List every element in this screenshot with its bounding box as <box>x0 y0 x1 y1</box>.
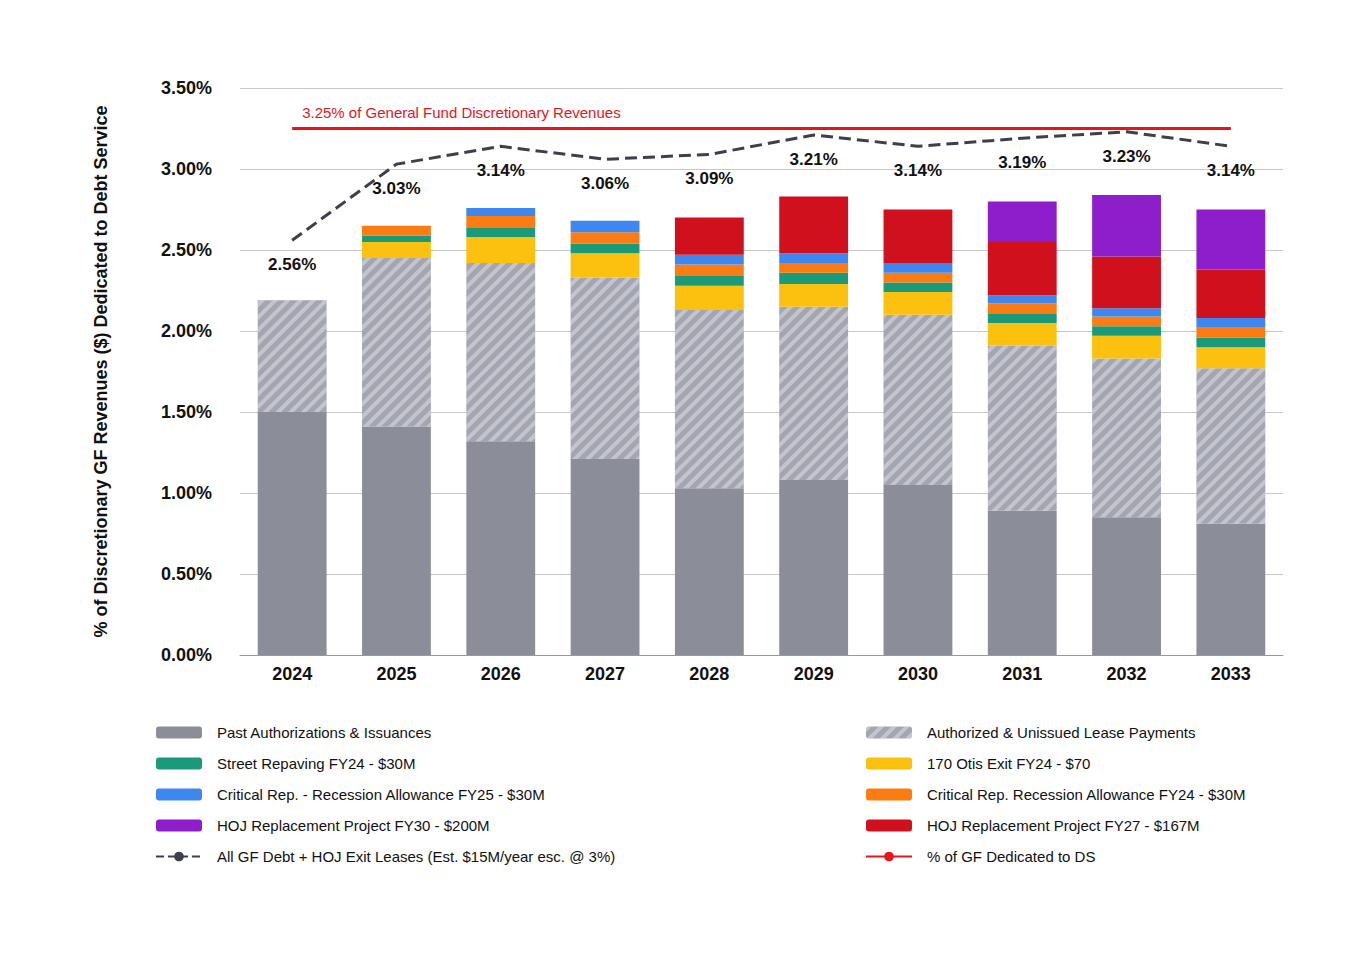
svg-text:2033: 2033 <box>1211 664 1251 684</box>
svg-text:Authorized & Unissued Lease Pa: Authorized & Unissued Lease Payments <box>927 724 1195 741</box>
svg-text:Street Repaving FY24 - $30M: Street Repaving FY24 - $30M <box>217 755 415 772</box>
svg-text:2.00%: 2.00% <box>161 321 212 341</box>
svg-text:3.23%: 3.23% <box>1102 147 1150 166</box>
svg-text:1.00%: 1.00% <box>161 483 212 503</box>
svg-text:0.50%: 0.50% <box>161 564 212 584</box>
svg-text:Critical Rep. - Recession Allo: Critical Rep. - Recession Allowance FY25… <box>217 786 545 803</box>
svg-text:3.00%: 3.00% <box>161 159 212 179</box>
svg-text:HOJ Replacement Project FY27 -: HOJ Replacement Project FY27 - $167M <box>927 817 1200 834</box>
svg-text:3.14%: 3.14% <box>1207 161 1255 180</box>
svg-text:3.14%: 3.14% <box>894 161 942 180</box>
svg-text:2.50%: 2.50% <box>161 240 212 260</box>
svg-text:3.06%: 3.06% <box>581 174 629 193</box>
svg-text:3.21%: 3.21% <box>790 150 838 169</box>
svg-text:3.09%: 3.09% <box>685 169 733 188</box>
svg-text:All GF Debt + HOJ Exit Leases: All GF Debt + HOJ Exit Leases (Est. $15M… <box>217 848 615 865</box>
svg-text:% of Discretionary GF Revenues: % of Discretionary GF Revenues ($) Dedic… <box>91 105 111 637</box>
svg-text:3.19%: 3.19% <box>998 153 1046 172</box>
svg-text:2024: 2024 <box>272 664 312 684</box>
svg-text:HOJ Replacement Project FY30 -: HOJ Replacement Project FY30 - $200M <box>217 817 490 834</box>
svg-text:2027: 2027 <box>585 664 625 684</box>
svg-text:Past Authorizations & Issuance: Past Authorizations & Issuances <box>217 724 431 741</box>
svg-text:2026: 2026 <box>481 664 521 684</box>
svg-text:2031: 2031 <box>1002 664 1042 684</box>
svg-text:1.50%: 1.50% <box>161 402 212 422</box>
svg-text:0.00%: 0.00% <box>161 645 212 665</box>
svg-text:2032: 2032 <box>1107 664 1147 684</box>
svg-text:3.03%: 3.03% <box>372 179 420 198</box>
svg-text:3.25% of General Fund Discreti: 3.25% of General Fund Discretionary Reve… <box>302 104 621 121</box>
svg-text:2.56%: 2.56% <box>268 255 316 274</box>
svg-text:2030: 2030 <box>898 664 938 684</box>
svg-text:3.50%: 3.50% <box>161 78 212 98</box>
svg-text:3.14%: 3.14% <box>477 161 525 180</box>
svg-text:2029: 2029 <box>794 664 834 684</box>
svg-text:% of GF Dedicated to DS: % of GF Dedicated to DS <box>927 848 1095 865</box>
svg-text:2028: 2028 <box>689 664 729 684</box>
svg-text:170 Otis Exit FY24 - $70: 170 Otis Exit FY24 - $70 <box>927 755 1090 772</box>
svg-text:2025: 2025 <box>376 664 416 684</box>
svg-text:Critical Rep. Recession Allowa: Critical Rep. Recession Allowance FY24 -… <box>927 786 1245 803</box>
